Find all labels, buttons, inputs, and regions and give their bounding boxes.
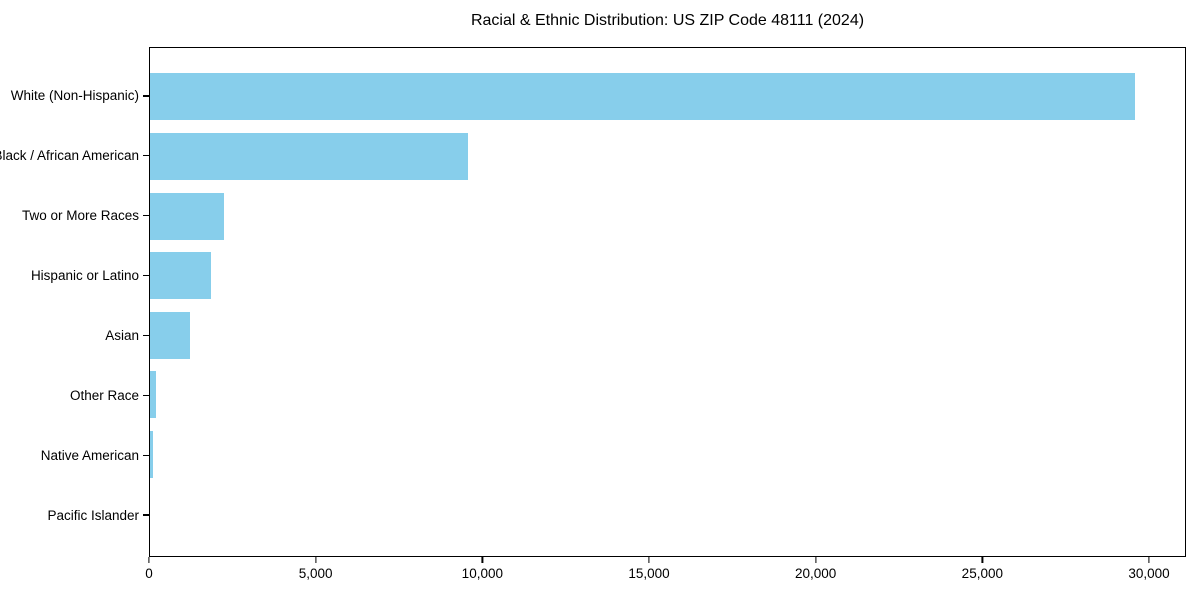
y-tick-row: Asian <box>0 306 149 366</box>
x-tick-mark <box>815 557 817 563</box>
x-tick-label: 10,000 <box>461 566 503 581</box>
x-axis: 0 5,000 10,000 15,000 20,000 25,000 30,000 <box>145 557 1186 597</box>
y-tick-mark <box>143 215 149 217</box>
y-tick-row: White (Non-Hispanic) <box>0 66 149 126</box>
y-tick-mark <box>143 155 149 157</box>
y-tick-mark <box>143 514 149 516</box>
y-tick-row: Black / African American <box>0 126 149 186</box>
y-tick-mark <box>143 274 149 277</box>
bar-row <box>150 246 1185 306</box>
bar-0 <box>150 73 1136 121</box>
bar-row <box>150 425 1185 485</box>
y-tick-row: Native American <box>0 425 149 485</box>
bar-5 <box>150 371 156 419</box>
x-tick-mark <box>648 557 650 563</box>
x-tick-label: 20,000 <box>795 566 837 581</box>
bar-row <box>150 365 1185 425</box>
y-tick-label: Hispanic or Latino <box>30 268 139 284</box>
x-tick-label: 25,000 <box>961 566 1003 581</box>
bar-6 <box>150 431 153 479</box>
x-tick-mark <box>481 557 483 563</box>
bar-row <box>150 306 1185 366</box>
bar-4 <box>150 311 190 359</box>
x-tick-mark <box>315 557 317 563</box>
y-tick-mark <box>143 454 149 456</box>
bars-container <box>150 48 1185 556</box>
bar-3 <box>150 252 211 300</box>
x-tick-label: 0 <box>145 566 153 581</box>
chart-title: Racial & Ethnic Distribution: US ZIP Cod… <box>470 12 865 29</box>
x-tick-label: 15,000 <box>628 566 670 581</box>
plot-area <box>149 47 1186 557</box>
x-tick-mark <box>981 557 983 563</box>
bar-2 <box>150 192 224 240</box>
y-tick-label: Native American <box>40 447 139 463</box>
y-tick-label: Asian <box>105 327 139 343</box>
x-tick-label: 5,000 <box>298 566 333 581</box>
y-tick-row: Other Race <box>0 365 149 425</box>
y-tick-row: Pacific Islander <box>0 485 149 545</box>
y-tick-label: Black / African American <box>0 148 139 164</box>
y-tick-row: Two or More Races <box>0 186 149 246</box>
y-tick-mark <box>143 394 149 396</box>
y-tick-label: Pacific Islander <box>47 507 139 523</box>
y-axis: White (Non-Hispanic) Black / African Amer… <box>0 47 149 557</box>
bar-1 <box>150 132 469 180</box>
y-tick-mark <box>143 334 149 337</box>
x-tick-mark <box>1148 557 1150 563</box>
bar-row <box>150 484 1185 544</box>
y-tick-label: Two or More Races <box>21 208 139 224</box>
y-tick-label: White (Non-Hispanic) <box>10 88 139 104</box>
bar-row <box>150 186 1185 246</box>
x-tick-label: 30,000 <box>1128 566 1170 581</box>
x-tick-mark <box>148 557 150 563</box>
bar-row <box>150 127 1185 187</box>
y-tick-row: Hispanic or Latino <box>0 246 149 306</box>
y-tick-label: Other Race <box>69 387 139 403</box>
bar-row <box>150 67 1185 127</box>
y-tick-mark <box>143 95 149 97</box>
